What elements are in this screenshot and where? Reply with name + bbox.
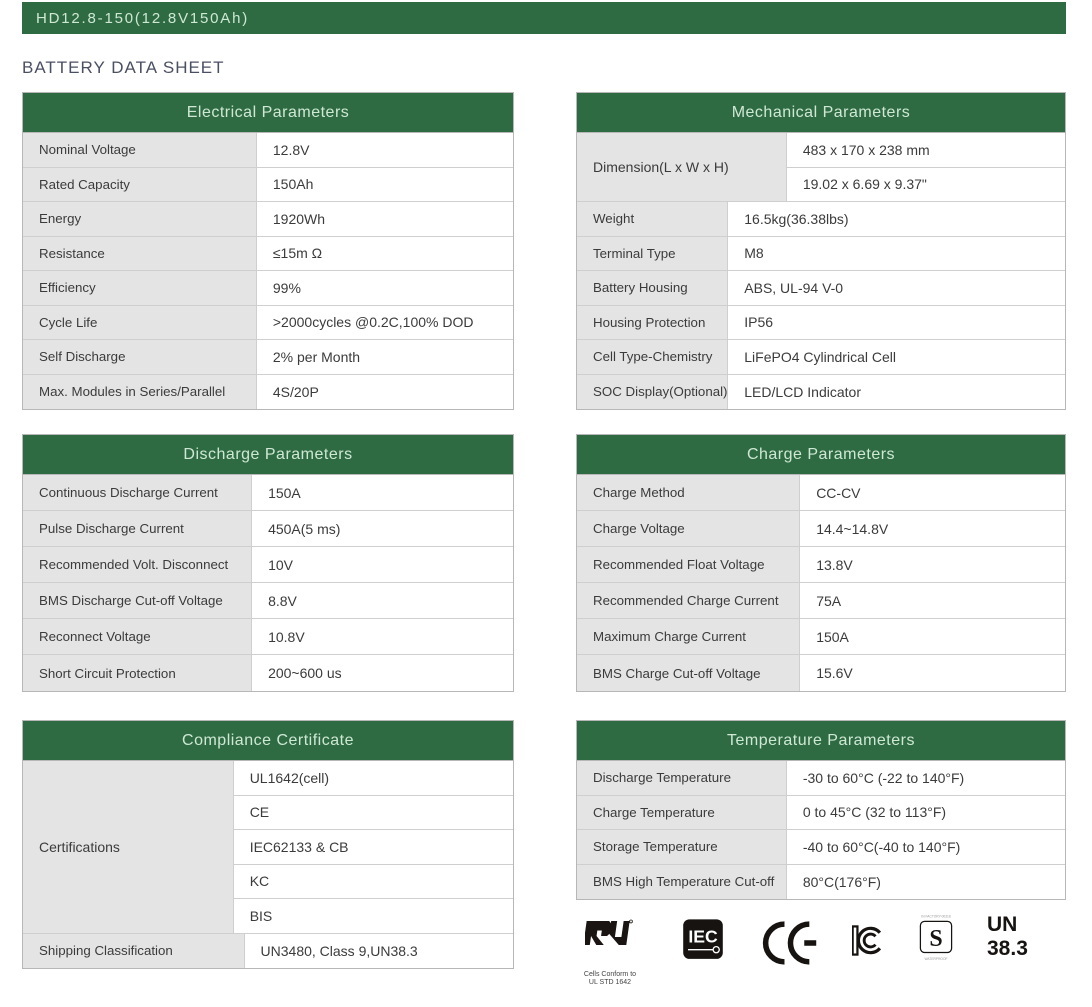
svg-text:IEC: IEC [688, 927, 718, 947]
svg-text:IN FACTORY-00318: IN FACTORY-00318 [921, 915, 951, 919]
svg-text:WATERPROOF: WATERPROOF [924, 957, 947, 961]
svg-text:S: S [929, 926, 942, 952]
